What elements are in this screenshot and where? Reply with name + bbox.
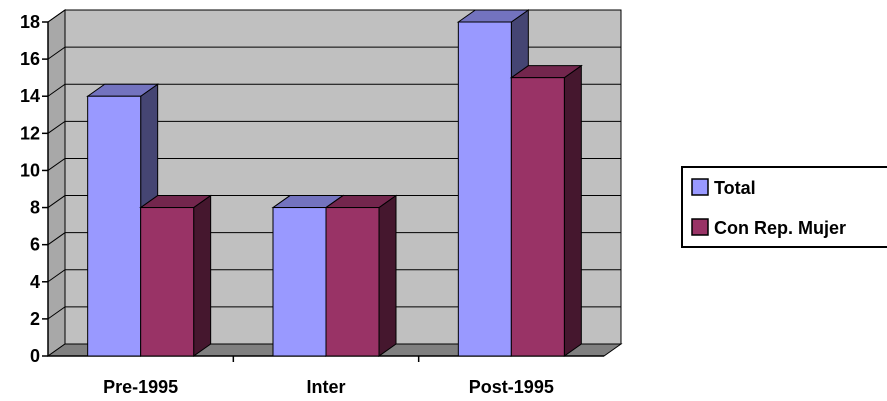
y-tick-label-14: 14 — [20, 86, 40, 106]
gridline-2 — [47, 306, 621, 320]
gridline-16 — [47, 46, 621, 60]
y-tick-label-6: 6 — [30, 235, 40, 255]
legend: Total Con Rep. Mujer — [681, 166, 887, 248]
category-labels: Pre-1995 Inter Post-1995 — [103, 377, 554, 397]
bar-post-1995-con-rep-mujer — [509, 64, 583, 357]
gridlines — [47, 9, 621, 320]
legend-swatch-con-rep-mujer — [691, 218, 709, 236]
y-tick-label-18: 18 — [20, 12, 40, 32]
gridline-18 — [47, 9, 621, 23]
gridline-10 — [47, 157, 621, 171]
legend-label-total: Total — [714, 178, 756, 198]
x-category-label-inter: Inter — [306, 377, 345, 397]
y-tick-label-0: 0 — [30, 346, 40, 366]
y-tick-label-8: 8 — [30, 198, 40, 218]
y-tick-label-16: 16 — [20, 49, 40, 69]
gridline-4 — [47, 269, 621, 283]
bars — [86, 9, 583, 357]
y-tick-label-10: 10 — [20, 160, 40, 180]
legend-label-con-rep-mujer: Con Rep. Mujer — [714, 218, 846, 238]
gridline-12 — [47, 120, 621, 134]
bar-inter-con-rep-mujer — [324, 194, 398, 357]
y-tick-label-12: 12 — [20, 123, 40, 143]
gridline-8 — [47, 195, 621, 208]
gridline-6 — [47, 232, 621, 246]
gridline-14 — [47, 83, 621, 97]
plot-side-wall — [47, 9, 66, 357]
bar-pre-1995-con-rep-mujer — [139, 194, 213, 357]
y-tick-label-2: 2 — [30, 309, 40, 329]
y-tick-labels: 0 2 4 6 8 10 12 14 16 18 — [20, 12, 40, 366]
y-tick-label-4: 4 — [30, 272, 40, 292]
x-category-label-post-1995: Post-1995 — [469, 377, 554, 397]
legend-swatch-total — [691, 178, 709, 196]
legend-box — [681, 166, 887, 248]
x-category-label-pre-1995: Pre-1995 — [103, 377, 178, 397]
